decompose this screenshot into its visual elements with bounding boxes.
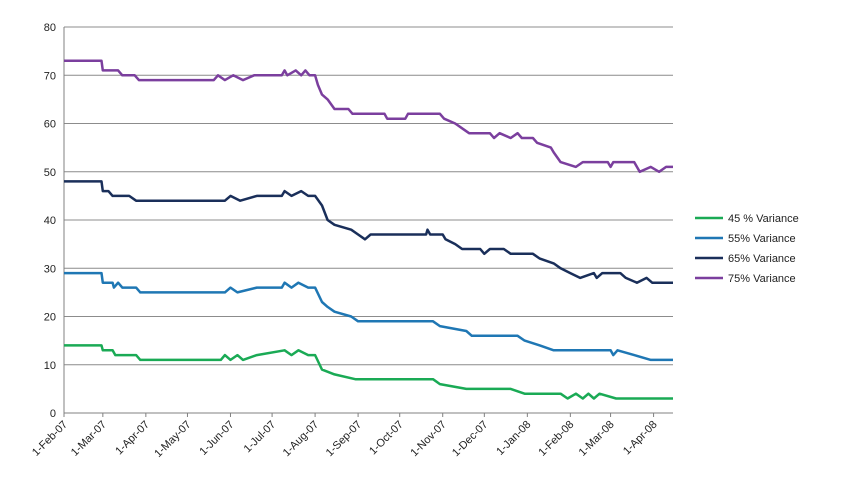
axes	[63, 27, 673, 414]
series-line-4	[64, 59, 673, 174]
series-line-3	[64, 180, 673, 284]
series-line-1	[64, 344, 673, 400]
y-tick-label: 50	[44, 167, 56, 179]
series-lines	[64, 59, 673, 400]
legend-label: 65% Variance	[728, 253, 796, 265]
x-tick-label: 1-Feb-07	[30, 419, 70, 459]
y-tick-label: 80	[44, 22, 56, 34]
gridlines	[64, 26, 673, 366]
x-tick-label: 1-Jul-07	[242, 419, 279, 456]
x-tick-label: 1-Aug-07	[281, 419, 321, 459]
x-tick-label: 1-Mar-08	[577, 419, 617, 459]
y-tick-label: 0	[50, 408, 56, 420]
x-tick-label: 1-Jun-07	[197, 419, 236, 458]
y-tick-label: 40	[44, 215, 56, 227]
y-tick-label: 20	[44, 312, 56, 324]
legend-label: 55% Variance	[728, 233, 796, 245]
y-tick-label: 30	[44, 263, 56, 275]
legend-label: 45 % Variance	[728, 213, 799, 225]
x-tick-label: 1-Apr-07	[113, 419, 152, 458]
x-tick-label: 1-May-07	[152, 419, 193, 460]
series-line-2	[64, 271, 673, 362]
y-tick-label: 10	[44, 360, 56, 372]
x-tick-label: 1-Apr-08	[621, 419, 660, 458]
y-tick-label: 70	[44, 70, 56, 82]
x-tick-label: 1-Mar-07	[69, 419, 109, 459]
x-axis-ticks: 1-Feb-071-Mar-07 1-Apr-07 1-May-07 1-Jun-07…	[30, 413, 660, 460]
y-axis-ticks: 0 10 20 30 40 50 60 70 80	[44, 22, 56, 420]
legend-label: 75% Variance	[728, 273, 796, 285]
x-tick-label: 1-Oct-07	[367, 419, 406, 458]
x-tick-label: 1-Dec-07	[450, 419, 490, 459]
legend: 45 % Variance 55% Variance 65% Variance 75%…	[695, 213, 799, 285]
x-tick-label: 1-Nov-07	[408, 419, 448, 459]
x-tick-label: 1-Jan-08	[494, 419, 533, 458]
x-tick-label: 1-Sep-07	[324, 419, 364, 459]
x-tick-label: 1-Feb-08	[536, 419, 576, 459]
y-tick-label: 60	[44, 119, 56, 131]
